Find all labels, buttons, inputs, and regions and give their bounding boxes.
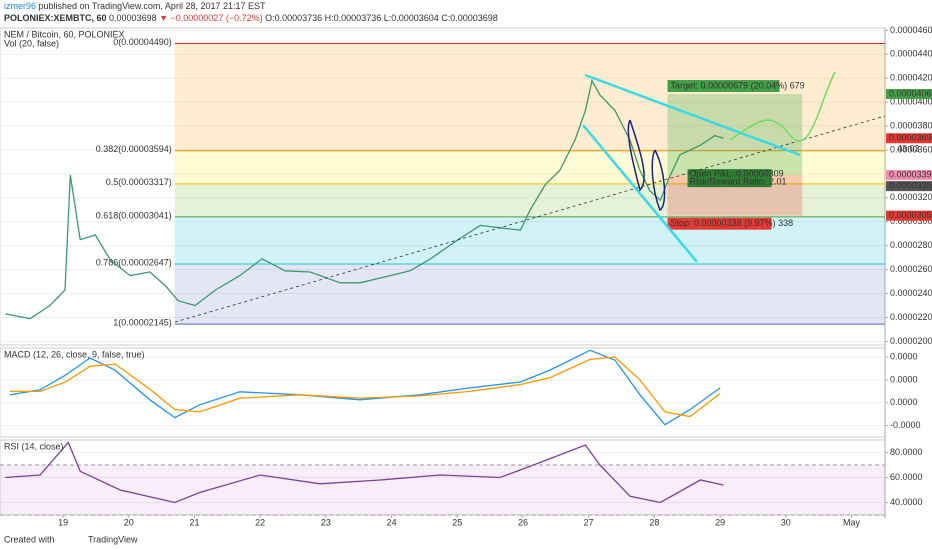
price-tag-label: 0.00003051	[889, 210, 932, 220]
quote-line: POLONIEX:XEMBTC, 60 0.00003698 ▼ −0.0000…	[4, 13, 498, 23]
drawing	[582, 124, 698, 263]
countdown: 43:03	[897, 144, 920, 154]
rr-label: Risk/Reward Ratio: 2.01	[690, 177, 787, 187]
price-tag	[886, 89, 932, 100]
symbol: POLONIEX:XEMBTC, 60	[4, 13, 107, 23]
price-tag	[886, 181, 932, 192]
fib-label: 0.786(0.00002647)	[96, 257, 172, 267]
last: 0.00003698	[109, 13, 157, 23]
series-line	[9, 356, 721, 418]
x-tick-label: 20	[124, 517, 134, 527]
target-label: Target: 0.00000679 (20.04%) 679	[671, 80, 805, 90]
x-tick-label: 29	[715, 517, 725, 527]
fib-label: 0.618(0.00003041)	[96, 210, 172, 220]
price-tag	[886, 170, 932, 181]
fib-label: 1(0.00002145)	[113, 317, 172, 327]
footer-brand: TradingView	[88, 534, 138, 544]
price-tag	[886, 210, 932, 221]
fib-label: 0.5(0.00003317)	[106, 177, 172, 187]
price-tag-label: 0.00003698	[889, 133, 932, 143]
x-tick-label: 21	[189, 517, 199, 527]
x-tick-label: 23	[321, 517, 331, 527]
y-tick-label: 60.0000	[890, 472, 923, 482]
pane-title: MACD (12, 26, close, 9, false, true)	[4, 349, 145, 359]
x-tick-label: May	[843, 517, 861, 527]
ohlc: O:0.00003736 H:0.00003736 L:0.00003604 C…	[265, 13, 498, 23]
volume-label: Vol (20, false)	[4, 38, 59, 48]
fib-band	[174, 43, 886, 151]
change: ▼ −0.00000027 (−0.72%)	[159, 13, 262, 23]
x-tick-label: 28	[649, 517, 659, 527]
x-tick-label: 24	[387, 517, 397, 527]
publisher: izmer96	[4, 1, 36, 11]
x-tick-label: 19	[58, 517, 68, 527]
target-zone	[667, 94, 803, 176]
x-tick-label: 22	[255, 517, 265, 527]
fib-label: 0.382(0.00003594)	[96, 144, 172, 154]
published: published on TradingView.com, April 28, …	[36, 1, 266, 11]
y-tick-label: 40.0000	[890, 497, 923, 507]
rsi-band	[0, 465, 885, 515]
y-tick-label: -0.0000	[890, 420, 921, 430]
series-line	[5, 441, 724, 504]
fib-label: 0(0.00004490)	[113, 37, 172, 47]
drawing	[729, 71, 836, 142]
drawing	[627, 119, 645, 192]
footer-created: Created with	[4, 534, 55, 544]
x-tick-label: 30	[781, 517, 791, 527]
price-tag-label: 0.00004068	[889, 88, 932, 98]
y-tick-label: 80.0000	[890, 447, 923, 457]
header-line: izmer96 published on TradingView.com, Ap…	[4, 1, 266, 11]
pnl-label: Open P&L: 0.00000309	[690, 169, 784, 179]
y-tick-label: 0.0000	[890, 397, 918, 407]
drawing	[584, 73, 801, 157]
series-line	[5, 78, 724, 320]
stop-label: Stop: 0.00000338 (9.97%) 338	[671, 218, 794, 228]
drawing	[651, 149, 666, 212]
series-line	[9, 349, 721, 426]
pane-title: NEM / Bitcoin, 60, POLONIEX	[4, 29, 125, 39]
price-tag-label: 0.00003390	[889, 170, 932, 180]
pnl-bg	[687, 169, 772, 188]
x-tick-label: 27	[584, 517, 594, 527]
y-tick-label: 0.0000	[890, 374, 918, 384]
target-label-bg	[667, 80, 780, 93]
y-tick-label: 0.0000	[890, 352, 918, 362]
price-tag-label: 0.00003389	[889, 181, 932, 191]
fib-band	[174, 264, 886, 325]
price-tag	[886, 133, 932, 144]
x-tick-label: 26	[518, 517, 528, 527]
pane-title: RSI (14, close)	[4, 441, 64, 451]
x-tick-label: 25	[452, 517, 462, 527]
stop-label-bg	[667, 217, 772, 230]
